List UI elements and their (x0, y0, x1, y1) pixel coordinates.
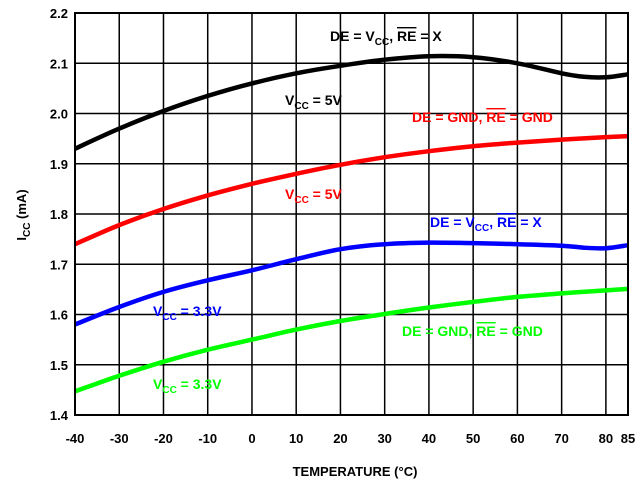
x-tick-label: 10 (289, 431, 303, 446)
x-tick-label: 50 (466, 431, 480, 446)
x-tick-label: 80 (599, 431, 613, 446)
x-tick-label: 60 (510, 431, 524, 446)
annotation-blue-cond: DE = VCC, RE = X (430, 214, 542, 234)
annotation-green-cond: DE = GND, RE = GND (402, 323, 543, 339)
y-axis-label: ICC (mA) (14, 189, 33, 240)
series-line-black (74, 53, 629, 151)
plot-frame (74, 12, 629, 416)
plot-border (74, 12, 629, 416)
x-axis-label: TEMPERATURE (°C) (293, 464, 418, 479)
series-line-blue (74, 240, 629, 327)
y-tick-label: 2.0 (50, 107, 68, 122)
x-tick-label: 70 (554, 431, 568, 446)
x-tick-label: -10 (198, 431, 217, 446)
x-tick-label: 40 (422, 431, 436, 446)
annotation-black-vcc: VCC = 5V (285, 92, 343, 112)
x-tick-label: 85 (621, 431, 635, 446)
y-tick-label: 1.9 (50, 157, 68, 172)
annotations: DE = VCC, RE = X VCC = 5V DE = GND, RE = G… (153, 28, 553, 396)
x-tick-label: 20 (333, 431, 347, 446)
y-tick-label: 1.5 (50, 358, 68, 373)
y-tick-label: 1.8 (50, 207, 68, 222)
series-group (74, 53, 629, 394)
y-tick-labels: 1.4 1.5 1.6 1.7 1.8 1.9 2.0 2.1 2.2 (50, 6, 69, 423)
annotation-red-vcc: VCC = 5V (285, 186, 343, 206)
annotation-black-cond: DE = VCC, RE = X (330, 28, 442, 48)
annotation-green-vcc: VCC = 3.3V (153, 376, 222, 396)
x-tick-label: 0 (248, 431, 255, 446)
y-tick-label: 1.6 (50, 308, 68, 323)
series-line-green (74, 286, 629, 394)
annotation-blue-vcc: VCC = 3.3V (153, 303, 222, 323)
y-tick-label: 1.4 (50, 408, 69, 423)
series-line-red (74, 133, 629, 247)
x-tick-label: 30 (377, 431, 391, 446)
y-tick-label: 2.1 (50, 56, 68, 71)
annotation-red-cond: DE = GND, RE = GND (412, 109, 553, 125)
grid (74, 12, 629, 416)
y-tick-label: 2.2 (50, 6, 68, 21)
x-tick-label: -40 (66, 431, 85, 446)
x-tick-label: -30 (110, 431, 129, 446)
x-tick-label: -20 (154, 431, 173, 446)
x-tick-labels: -40 -30 -20 -10 0 10 20 30 40 50 60 70 80 85 (66, 431, 636, 446)
y-tick-label: 1.7 (50, 257, 68, 272)
